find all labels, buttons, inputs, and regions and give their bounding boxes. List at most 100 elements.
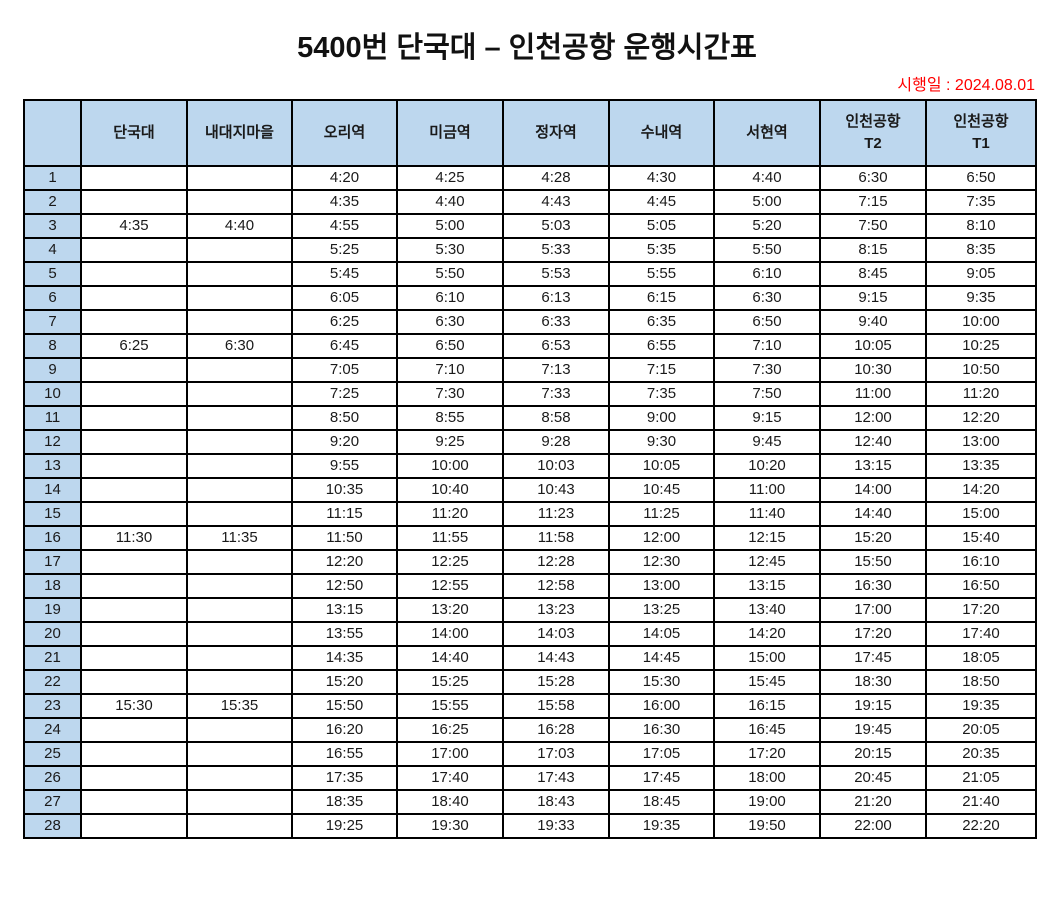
time-cell: 14:00: [819, 477, 927, 503]
time-cell: 7:50: [819, 213, 927, 239]
time-cell: [186, 189, 293, 215]
time-cell: 9:20: [291, 429, 398, 455]
time-cell: 7:10: [396, 357, 504, 383]
time-cell: 11:30: [80, 525, 188, 551]
time-cell: 19:45: [819, 717, 927, 743]
row-number-cell: 21: [23, 645, 82, 671]
time-cell: 14:20: [925, 477, 1037, 503]
time-cell: [80, 285, 188, 311]
time-cell: 18:45: [608, 789, 715, 815]
time-cell: 20:15: [819, 741, 927, 767]
time-cell: [186, 813, 293, 839]
time-cell: 15:50: [291, 693, 398, 719]
time-cell: 9:05: [925, 261, 1037, 287]
timetable-body: 1 4:20 4:25 4:28 4:30 4:40 6:30 6:50 2 4:35 4:40 4:…: [23, 165, 1037, 839]
time-cell: 11:23: [502, 501, 610, 527]
time-cell: 4:28: [502, 165, 610, 191]
effective-date-label: 시행일 : 2024.08.01: [897, 77, 1035, 94]
table-row: 22 15:20 15:25 15:28 15:30 15:45 18:30 18:50: [23, 669, 1037, 695]
row-number-cell: 20: [23, 621, 82, 647]
time-cell: 7:35: [925, 189, 1037, 215]
time-cell: 17:45: [819, 645, 927, 671]
time-cell: 17:35: [291, 765, 398, 791]
time-cell: 5:25: [291, 237, 398, 263]
time-cell: 8:50: [291, 405, 398, 431]
time-cell: 9:55: [291, 453, 398, 479]
time-cell: 5:00: [713, 189, 821, 215]
column-header-label: 인천공항: [953, 113, 1009, 130]
time-cell: [186, 573, 293, 599]
time-cell: 11:35: [186, 525, 293, 551]
time-cell: 21:20: [819, 789, 927, 815]
column-header: 미금역: [396, 99, 504, 167]
time-cell: 19:00: [713, 789, 821, 815]
table-row: 17 12:20 12:25 12:28 12:30 12:45 15:50 16:10: [23, 549, 1037, 575]
time-cell: [186, 309, 293, 335]
time-cell: [186, 429, 293, 455]
time-cell: 12:28: [502, 549, 610, 575]
column-header: 정자역: [502, 99, 610, 167]
time-cell: 18:00: [713, 765, 821, 791]
time-cell: 5:30: [396, 237, 504, 263]
row-number-cell: 19: [23, 597, 82, 623]
time-cell: 13:25: [608, 597, 715, 623]
time-cell: 21:40: [925, 789, 1037, 815]
time-cell: 13:00: [925, 429, 1037, 455]
column-header-label: 서현역: [746, 124, 788, 141]
time-cell: 7:50: [713, 381, 821, 407]
table-row: 5 5:45 5:50 5:53 5:55 6:10 8:45 9:05: [23, 261, 1037, 287]
time-cell: 10:20: [713, 453, 821, 479]
time-cell: [186, 237, 293, 263]
time-cell: 15:58: [502, 693, 610, 719]
time-cell: 11:00: [713, 477, 821, 503]
table-row: 6 6:05 6:10 6:13 6:15 6:30 9:15 9:35: [23, 285, 1037, 311]
time-cell: 14:35: [291, 645, 398, 671]
column-header: 인천공항 T2: [819, 99, 927, 167]
column-header: 수내역: [608, 99, 715, 167]
time-cell: [80, 813, 188, 839]
time-cell: 11:25: [608, 501, 715, 527]
column-header-label: 단국대: [113, 124, 155, 141]
time-cell: 10:45: [608, 477, 715, 503]
column-header: 내대지마을: [186, 99, 293, 167]
time-cell: 8:35: [925, 237, 1037, 263]
time-cell: 9:28: [502, 429, 610, 455]
time-cell: 15:28: [502, 669, 610, 695]
time-cell: [80, 429, 188, 455]
time-cell: 6:30: [713, 285, 821, 311]
time-cell: [186, 453, 293, 479]
time-cell: 14:20: [713, 621, 821, 647]
time-cell: [80, 189, 188, 215]
time-cell: [80, 237, 188, 263]
time-cell: 5:45: [291, 261, 398, 287]
time-cell: 7:13: [502, 357, 610, 383]
time-cell: 6:45: [291, 333, 398, 359]
column-header: 서현역: [713, 99, 821, 167]
time-cell: 5:20: [713, 213, 821, 239]
row-number-cell: 27: [23, 789, 82, 815]
time-cell: 7:33: [502, 381, 610, 407]
time-cell: 19:33: [502, 813, 610, 839]
time-cell: 15:25: [396, 669, 504, 695]
time-cell: 12:20: [925, 405, 1037, 431]
row-number-cell: 16: [23, 525, 82, 551]
time-cell: 16:25: [396, 717, 504, 743]
time-cell: 7:30: [396, 381, 504, 407]
time-cell: 10:35: [291, 477, 398, 503]
time-cell: 9:00: [608, 405, 715, 431]
time-cell: [80, 453, 188, 479]
time-cell: 9:45: [713, 429, 821, 455]
row-number-cell: 14: [23, 477, 82, 503]
time-cell: 6:25: [80, 333, 188, 359]
time-cell: 13:20: [396, 597, 504, 623]
time-cell: 18:50: [925, 669, 1037, 695]
time-cell: [80, 357, 188, 383]
time-cell: 12:20: [291, 549, 398, 575]
time-cell: 18:05: [925, 645, 1037, 671]
time-cell: 6:33: [502, 309, 610, 335]
time-cell: 22:20: [925, 813, 1037, 839]
row-number-cell: 25: [23, 741, 82, 767]
row-number-cell: 5: [23, 261, 82, 287]
time-cell: 12:58: [502, 573, 610, 599]
time-cell: [186, 405, 293, 431]
